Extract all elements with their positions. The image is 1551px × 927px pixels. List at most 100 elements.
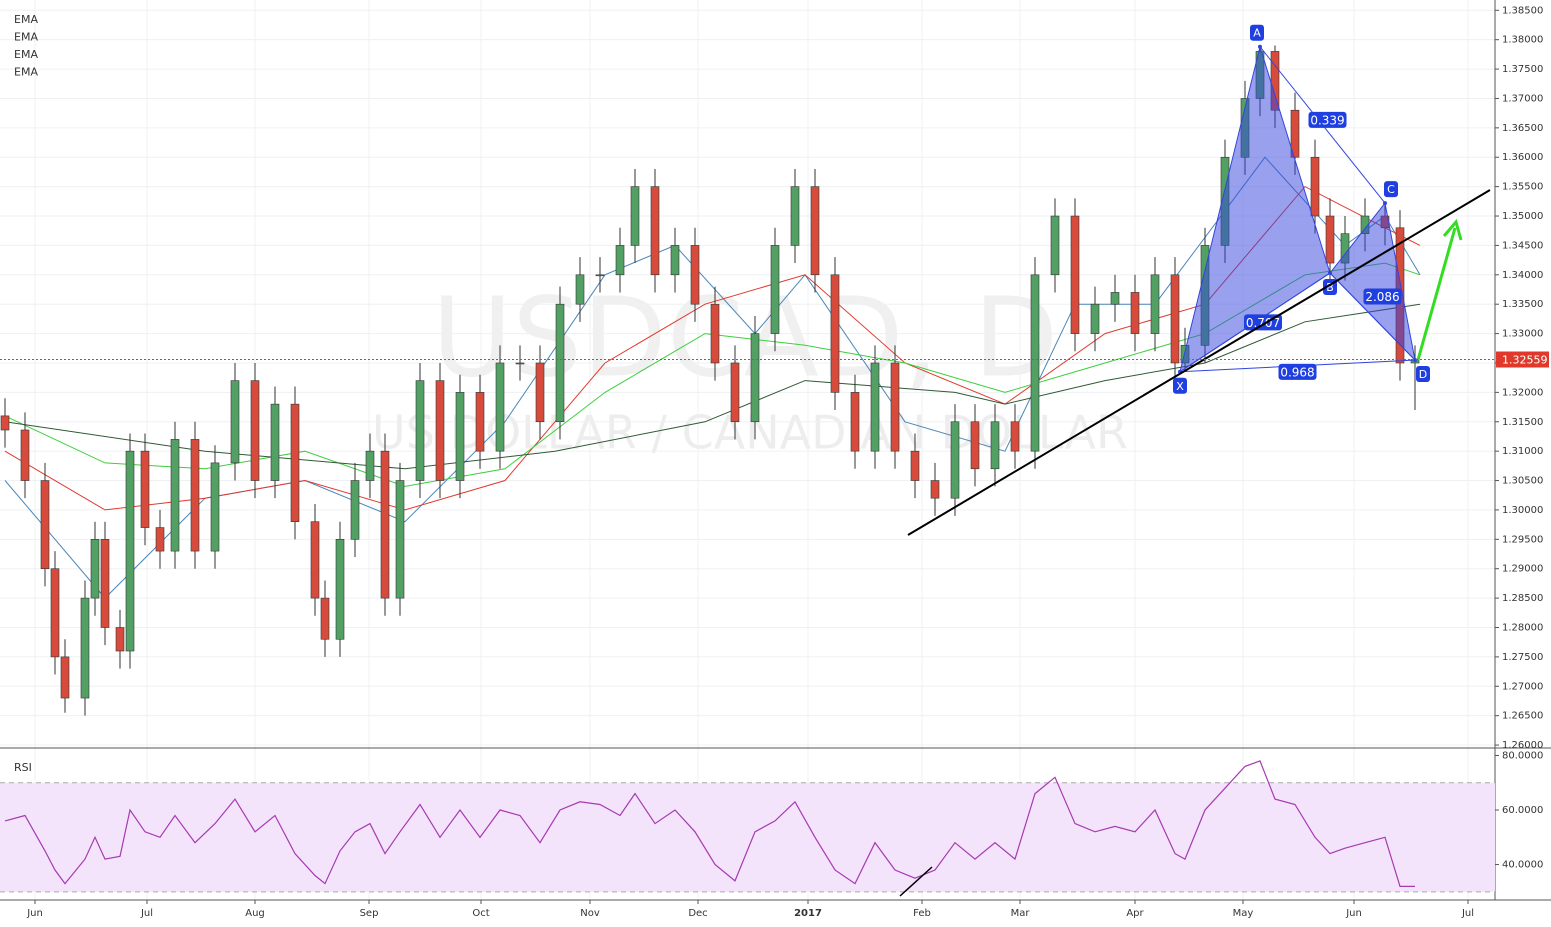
candle-body <box>190 439 200 552</box>
rsi-tick-label: 60.0000 <box>1502 805 1543 816</box>
y-tick-label: 1.26000 <box>1502 740 1543 751</box>
y-tick-label: 1.27000 <box>1502 681 1543 692</box>
ratio-box <box>1278 363 1317 380</box>
trendline <box>907 189 1491 536</box>
y-tick-label: 1.33000 <box>1502 329 1543 340</box>
candle-body <box>475 392 485 452</box>
candle-body <box>350 480 360 540</box>
point-box <box>1173 377 1187 394</box>
candle-body <box>40 480 50 570</box>
candle-body <box>650 186 660 276</box>
candle-body <box>850 392 860 452</box>
candle-body <box>830 274 840 393</box>
candle-body <box>930 480 940 499</box>
candle-body <box>115 627 125 652</box>
rsi-title: RSI <box>14 761 32 774</box>
y-tick-label: 1.31000 <box>1502 446 1543 457</box>
candle-body <box>1290 109 1300 158</box>
candle-body <box>1090 303 1100 334</box>
candle-body <box>90 539 100 599</box>
y-tick-label: 1.37500 <box>1502 64 1543 75</box>
grid <box>0 0 1495 900</box>
last-price-label: 1.32559 <box>1502 354 1548 367</box>
point-label: A <box>1253 27 1261 40</box>
candle-body <box>535 362 545 423</box>
candle-body <box>310 521 320 599</box>
rsi-tick-label: 40.0000 <box>1502 860 1543 871</box>
y-tick-label: 1.27500 <box>1502 652 1543 663</box>
candle-body <box>60 656 70 699</box>
point-box <box>1384 181 1398 198</box>
rsi-band <box>0 782 1495 892</box>
rsi-pane <box>0 760 1495 897</box>
y-tick-label: 1.33500 <box>1502 299 1543 310</box>
y-tick-label: 1.34000 <box>1502 270 1543 281</box>
y-tick-label: 1.30500 <box>1502 476 1543 487</box>
pattern-point <box>1258 44 1262 49</box>
x-tick-label: Jul <box>1461 908 1474 919</box>
candle-body <box>290 403 300 522</box>
candle-body <box>365 450 375 481</box>
y-tick-label: 1.28500 <box>1502 593 1543 604</box>
axes: 1.26000 1.26500 1.27000 1.27500 1.28000 1.285… <box>26 5 1543 919</box>
candle-body <box>320 597 330 640</box>
candle-body <box>910 450 920 481</box>
point-box <box>1416 366 1430 383</box>
candle-body <box>690 245 700 305</box>
ratio-box <box>1308 111 1347 128</box>
y-tick-label: 1.29500 <box>1502 534 1543 545</box>
candle-body <box>495 362 505 452</box>
y-tick-label: 1.35500 <box>1502 182 1543 193</box>
rsi-tick-label: 80.0000 <box>1502 750 1543 761</box>
pattern-point <box>1383 201 1387 206</box>
x-tick-label: Feb <box>913 908 931 919</box>
candle-body <box>455 392 465 481</box>
y-tick-label: 1.29000 <box>1502 564 1543 575</box>
candle-body <box>555 303 565 423</box>
rsi-line <box>4 760 1415 887</box>
point-label: D <box>1419 368 1427 381</box>
candle-body <box>670 245 680 276</box>
rsi-trendline <box>899 866 933 897</box>
x-tick-label: Aug <box>245 908 265 919</box>
y-tick-label: 1.32000 <box>1502 387 1543 398</box>
candle-body <box>0 415 10 431</box>
point-box <box>1250 24 1264 41</box>
x-tick-label: 2017 <box>794 908 822 919</box>
candle-body <box>1070 215 1080 334</box>
candle-body <box>630 186 640 246</box>
candle-body <box>595 274 605 277</box>
point-label: B <box>1326 281 1334 294</box>
y-tick-label: 1.34500 <box>1502 240 1543 251</box>
candle-body <box>970 421 980 470</box>
last-price-box <box>1496 351 1549 368</box>
ratio-label: 0.968 <box>1280 365 1314 379</box>
projection-arrow <box>1416 218 1463 361</box>
x-tick-label: Mar <box>1011 908 1031 919</box>
candle-body <box>1310 156 1320 217</box>
candle-body <box>1010 421 1020 452</box>
y-tick-label: 1.35000 <box>1502 211 1543 222</box>
candle-body <box>710 303 720 364</box>
candle-body <box>770 245 780 334</box>
candle-body <box>615 245 625 276</box>
y-tick-label: 1.36000 <box>1502 152 1543 163</box>
x-tick-label: Jun <box>26 908 43 919</box>
x-tick-label: Oct <box>472 908 489 919</box>
legend-entry: EMA <box>14 66 38 79</box>
x-tick-label: Dec <box>688 908 707 919</box>
x-tick-label: Sep <box>360 908 379 919</box>
y-tick-label: 1.37000 <box>1502 93 1543 104</box>
candle-body <box>870 362 880 452</box>
candle-body <box>750 333 760 423</box>
candle-body <box>415 380 425 481</box>
candle-body <box>1170 274 1180 364</box>
pattern-point <box>1328 271 1332 276</box>
candle-body <box>50 568 60 658</box>
y-tick-label: 1.26500 <box>1502 711 1543 722</box>
candle-body <box>250 380 260 481</box>
candle-body <box>170 439 180 552</box>
candle-body <box>210 462 220 552</box>
legend-entry: EMA <box>14 31 38 44</box>
